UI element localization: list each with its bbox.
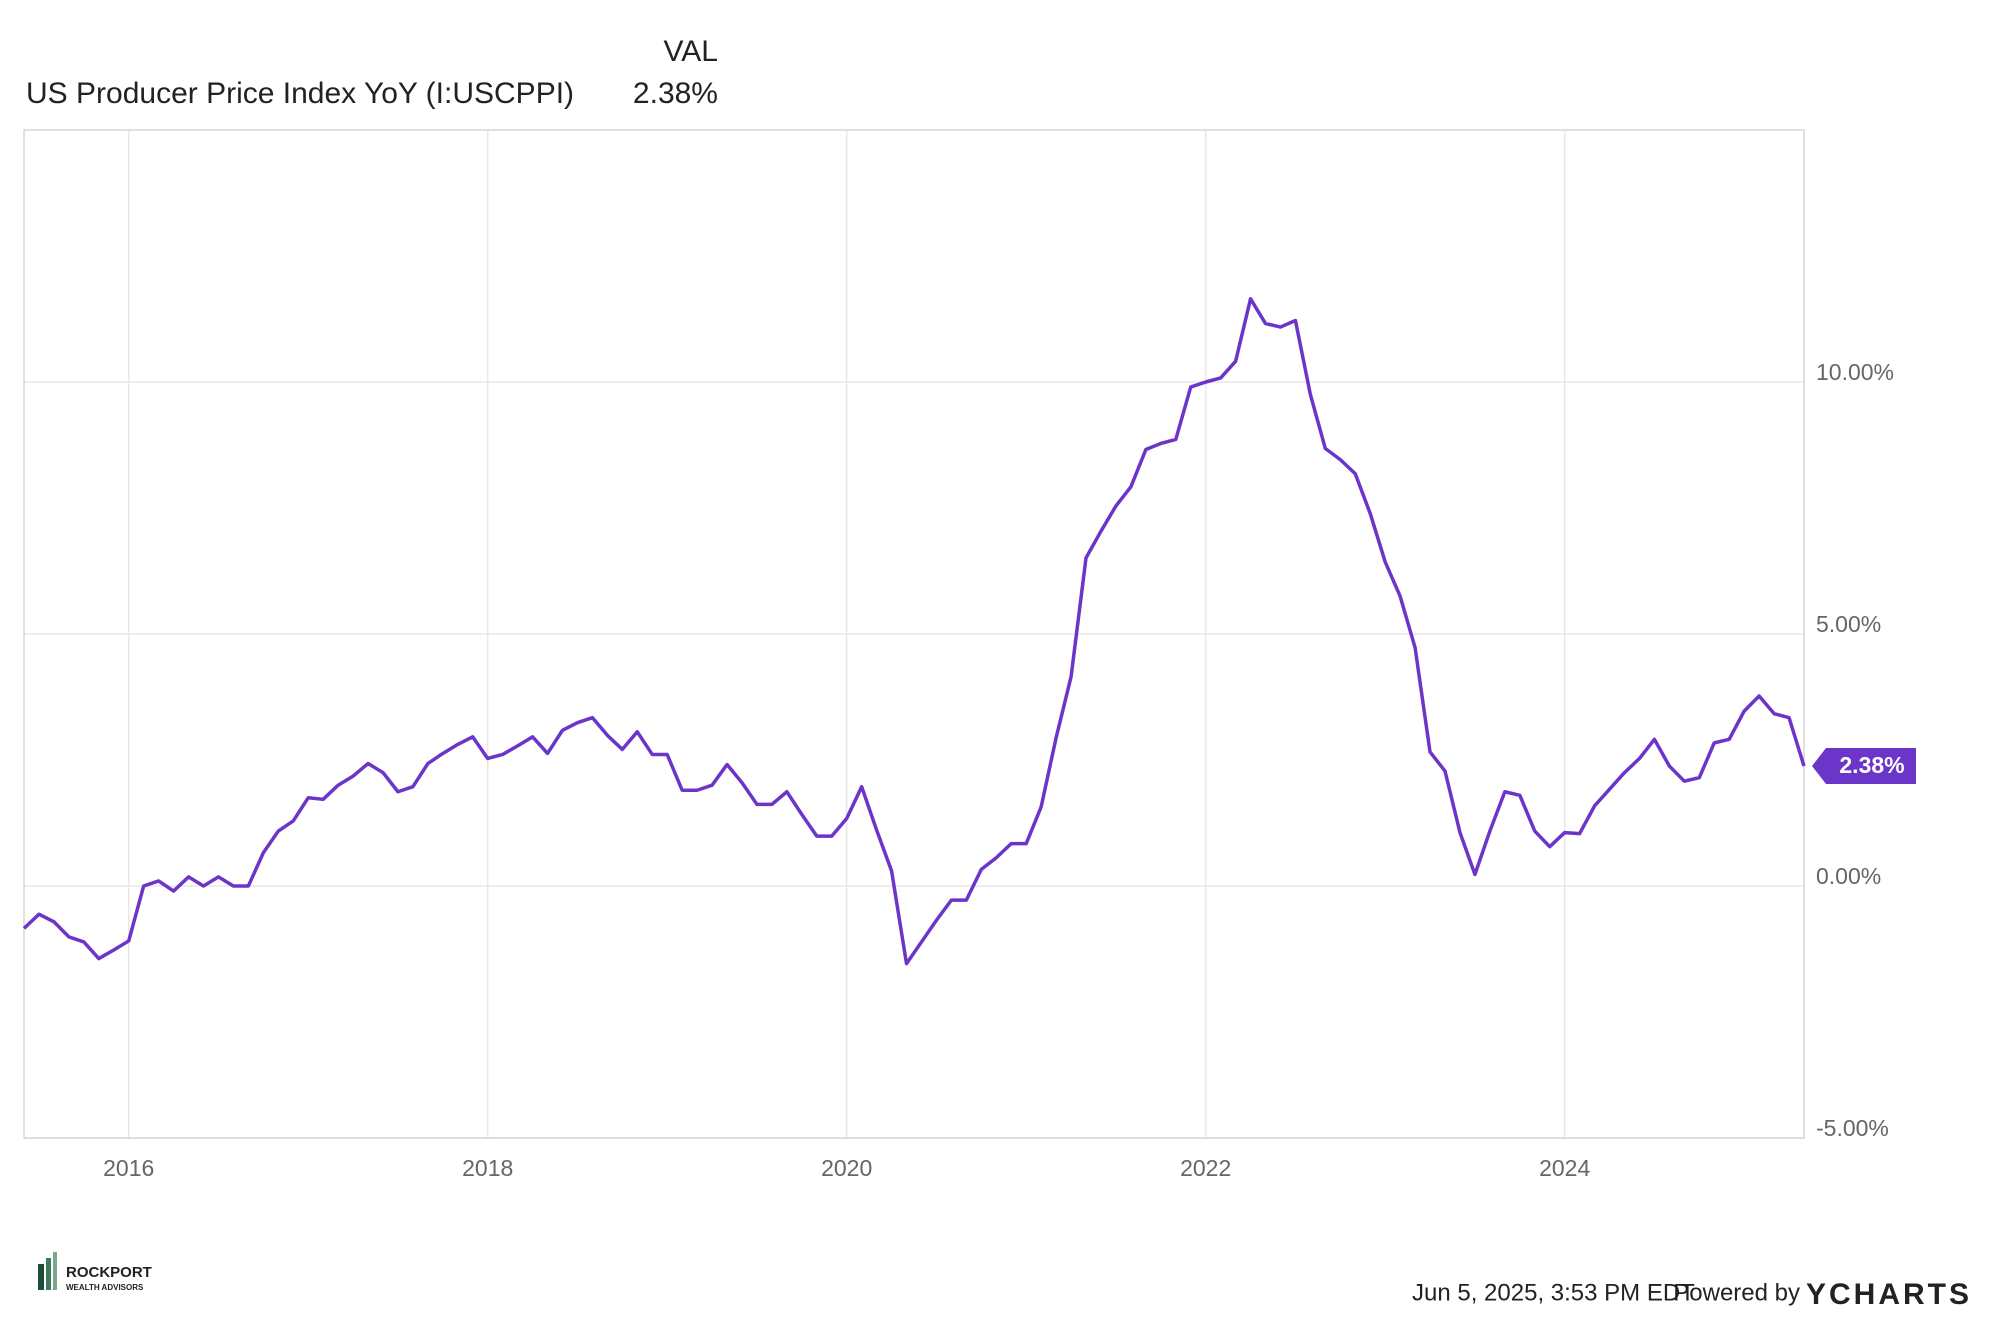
logo-name: ROCKPORT bbox=[66, 1264, 152, 1281]
x-tick-label: 2016 bbox=[103, 1155, 154, 1181]
value-column-header: VAL bbox=[664, 35, 718, 68]
x-tick-label: 2020 bbox=[821, 1155, 872, 1181]
x-tick-label: 2018 bbox=[462, 1155, 513, 1181]
series-line bbox=[22, 297, 1806, 966]
x-tick-label: 2022 bbox=[1180, 1155, 1231, 1181]
x-tick-label: 2024 bbox=[1539, 1155, 1590, 1181]
y-tick-label: 10.00% bbox=[1816, 359, 1894, 385]
series-name: US Producer Price Index YoY (I:USCPPI) bbox=[26, 77, 574, 110]
latest-tag-label: 2.38% bbox=[1839, 752, 1904, 778]
plot-border bbox=[23, 129, 1805, 1139]
y-tick-label: -5.00% bbox=[1816, 1115, 1889, 1141]
y-tick-label: 0.00% bbox=[1816, 863, 1881, 889]
logo: ROCKPORT WEALTH ADVISORS bbox=[38, 1252, 152, 1292]
logo-tagline: WEALTH ADVISORS bbox=[66, 1283, 144, 1292]
latest-tag bbox=[1812, 748, 1916, 785]
powered-by: Powered by bbox=[1673, 1279, 1800, 1306]
y-tick-label: 5.00% bbox=[1816, 611, 1881, 637]
grid bbox=[24, 130, 1804, 1139]
latest-value: 2.38% bbox=[633, 77, 718, 110]
timestamp: Jun 5, 2025, 3:53 PM EDT bbox=[1412, 1279, 1695, 1306]
brand: YCHARTS bbox=[1806, 1278, 1972, 1311]
